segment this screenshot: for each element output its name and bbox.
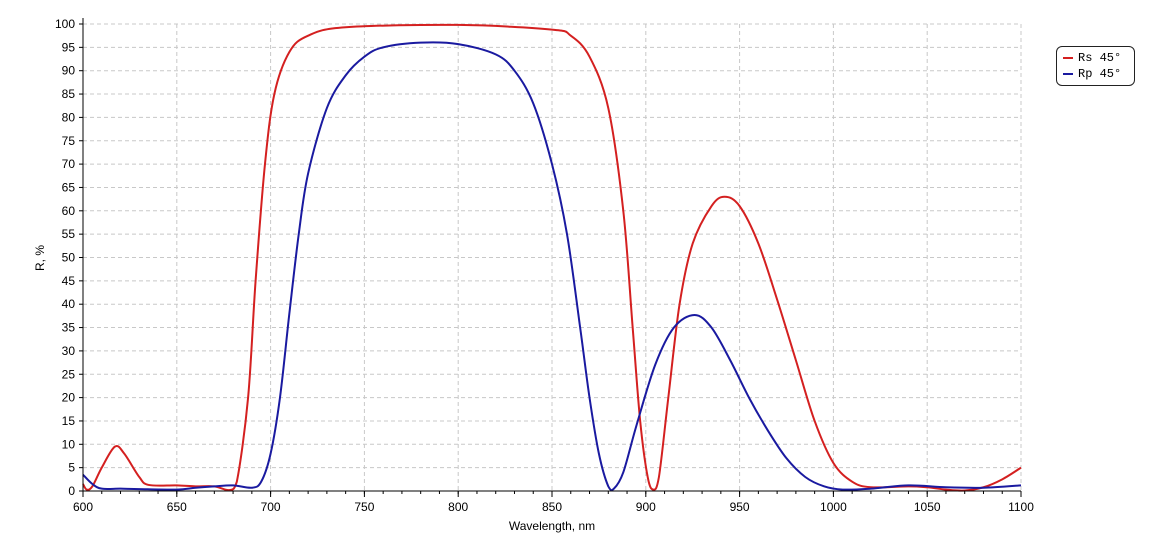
y-tick-label: 65 (62, 180, 76, 194)
y-tick-label: 90 (62, 64, 76, 78)
x-tick-label: 900 (636, 500, 656, 514)
y-axis-label: R, % (33, 245, 47, 271)
y-tick-label: 5 (68, 461, 75, 475)
series-line-rp (82, 41, 1022, 492)
y-tick-label: 75 (62, 134, 76, 148)
x-tick-label: 1050 (914, 500, 941, 514)
legend-swatch-rs (1063, 57, 1073, 59)
y-tick-label: 25 (62, 367, 76, 381)
y-tick-label: 15 (62, 414, 76, 428)
curves (82, 23, 1022, 492)
legend-item-rp: Rp 45° (1063, 66, 1121, 82)
y-tick-label: 100 (55, 17, 75, 31)
y-tick-label: 95 (62, 40, 76, 54)
x-tick-label: 750 (354, 500, 374, 514)
y-tick-label: 30 (62, 344, 76, 358)
y-tick-label: 50 (62, 251, 76, 265)
x-tick-label: 850 (542, 500, 562, 514)
x-tick-label: 1000 (820, 500, 847, 514)
y-tick-label: 0 (68, 484, 75, 498)
x-tick-label: 1100 (1008, 500, 1034, 514)
y-tick-label: 45 (62, 274, 76, 288)
y-tick-label: 10 (62, 437, 76, 451)
legend-label-rp: Rp 45° (1078, 67, 1122, 81)
x-axis-label: Wavelength, nm (509, 519, 595, 533)
legend: Rs 45° Rp 45° (1056, 46, 1135, 86)
legend-item-rs: Rs 45° (1063, 50, 1121, 66)
x-tick-label: 950 (730, 500, 750, 514)
grid (83, 23, 1022, 491)
y-tick-label: 80 (62, 110, 76, 124)
y-tick-label: 55 (62, 227, 76, 241)
axes: 0 5 10 15 20 25 30 35 40 45 50 55 60 65 70 75 80 85 90 95 10… (55, 17, 1034, 514)
x-tick-label: 600 (73, 500, 93, 514)
y-tick-label: 60 (62, 204, 76, 218)
series-line-rs (82, 23, 1022, 492)
y-tick-label: 85 (62, 87, 76, 101)
legend-swatch-rp (1063, 73, 1073, 75)
x-tick-label: 650 (167, 500, 187, 514)
y-tick-label: 70 (62, 157, 76, 171)
y-tick-label: 20 (62, 391, 76, 405)
legend-label-rs: Rs 45° (1078, 51, 1122, 65)
x-tick-label: 800 (448, 500, 468, 514)
x-tick-label: 700 (261, 500, 281, 514)
y-tick-label: 40 (62, 297, 76, 311)
y-tick-label: 35 (62, 321, 76, 335)
